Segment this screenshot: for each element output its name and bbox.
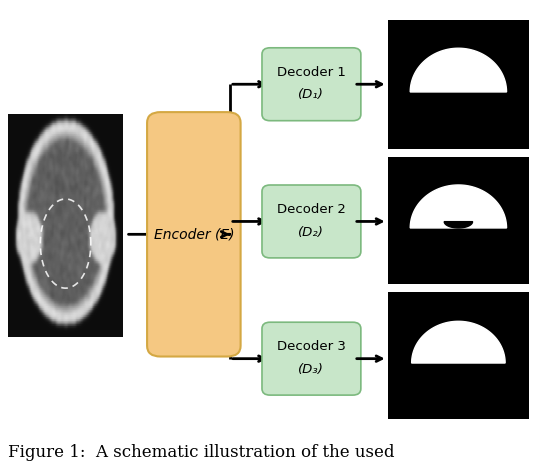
Text: Decoder 2: Decoder 2 bbox=[277, 203, 346, 216]
Text: Figure 1:  A schematic illustration of the used: Figure 1: A schematic illustration of th… bbox=[8, 444, 395, 462]
Text: Decoder 1: Decoder 1 bbox=[277, 66, 346, 79]
Text: (D₁): (D₁) bbox=[299, 88, 325, 102]
FancyBboxPatch shape bbox=[147, 112, 241, 357]
Text: (D₂): (D₂) bbox=[299, 225, 325, 239]
FancyBboxPatch shape bbox=[262, 48, 361, 121]
FancyBboxPatch shape bbox=[262, 322, 361, 395]
Text: Encoder (E): Encoder (E) bbox=[153, 227, 234, 241]
Text: (D₃): (D₃) bbox=[299, 363, 325, 376]
FancyBboxPatch shape bbox=[262, 185, 361, 258]
Text: Decoder 3: Decoder 3 bbox=[277, 340, 346, 353]
